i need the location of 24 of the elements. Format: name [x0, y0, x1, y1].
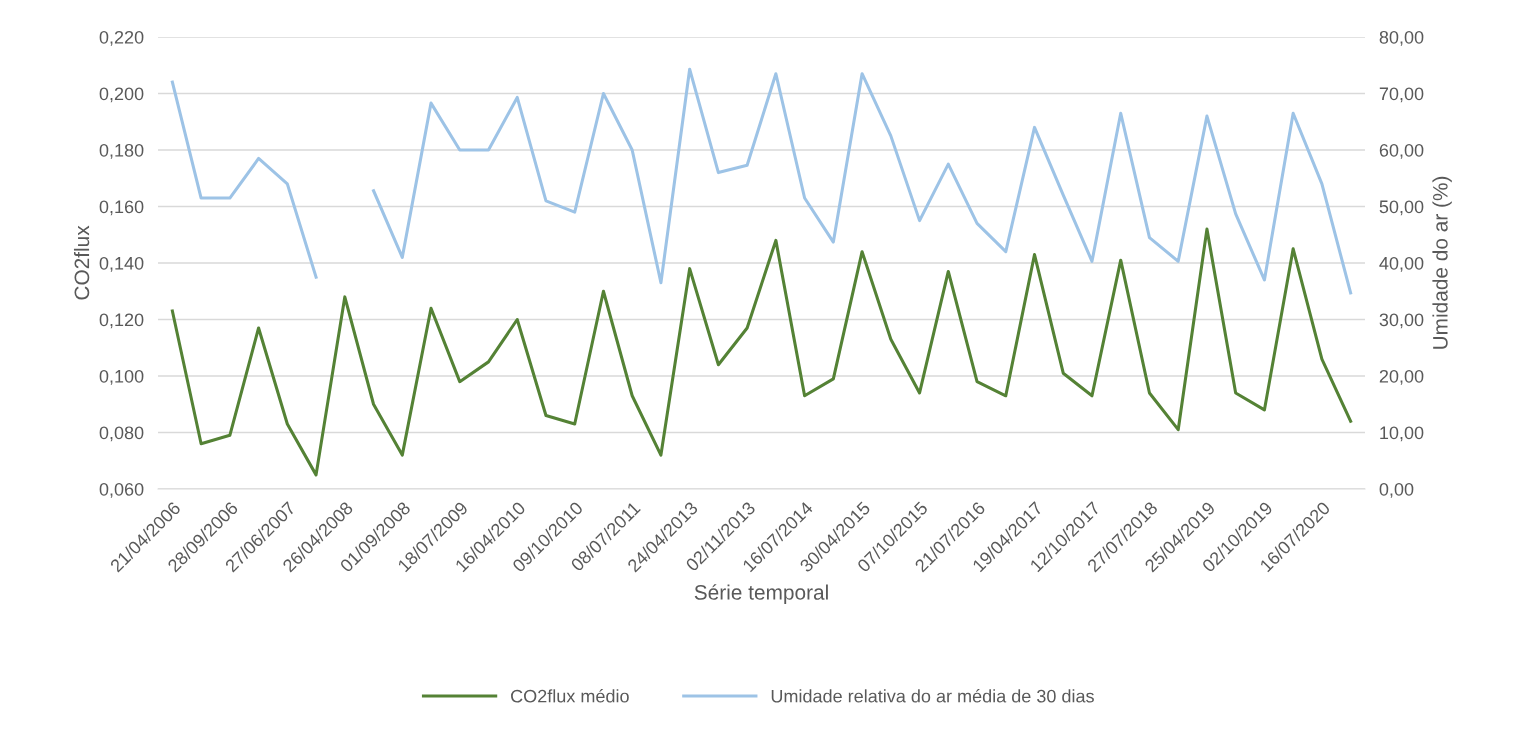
x-axis-title: Série temporal — [694, 584, 828, 604]
y-tick-label: 0,060 — [99, 482, 144, 498]
y-tick-label: 0,120 — [99, 313, 144, 329]
y2-tick-label: 0,00 — [1379, 482, 1414, 498]
y-axis-title: CO2flux — [73, 225, 90, 300]
y-tick-label: 0,220 — [99, 30, 144, 46]
y2-tick-label: 80,00 — [1379, 30, 1424, 46]
y2-tick-label: 50,00 — [1379, 200, 1424, 216]
y-tick-label: 0,180 — [99, 143, 144, 159]
y-tick-label: 0,100 — [99, 369, 144, 385]
line-series — [170, 227, 1353, 477]
y2-tick-label: 30,00 — [1379, 313, 1424, 329]
y2-tick-label: 20,00 — [1379, 369, 1424, 385]
y2-tick-label: 10,00 — [1380, 426, 1424, 442]
y2-tick-label: 70,00 — [1379, 87, 1424, 103]
legend-label: Umidade relativa do ar média de 30 dias — [771, 689, 1094, 703]
y2-tick-label: 60,00 — [1379, 143, 1424, 159]
y-tick-label: 0,140 — [99, 256, 144, 272]
y2-tick-label: 40,00 — [1379, 256, 1424, 272]
y2-axis-title: Umidade do ar (%) — [1432, 176, 1452, 349]
y-tick-label: 0,200 — [99, 87, 144, 103]
y-tick-label: 0,080 — [99, 426, 144, 442]
legend-label: CO2flux médio — [511, 689, 629, 703]
y-tick-label: 0,160 — [99, 200, 144, 216]
